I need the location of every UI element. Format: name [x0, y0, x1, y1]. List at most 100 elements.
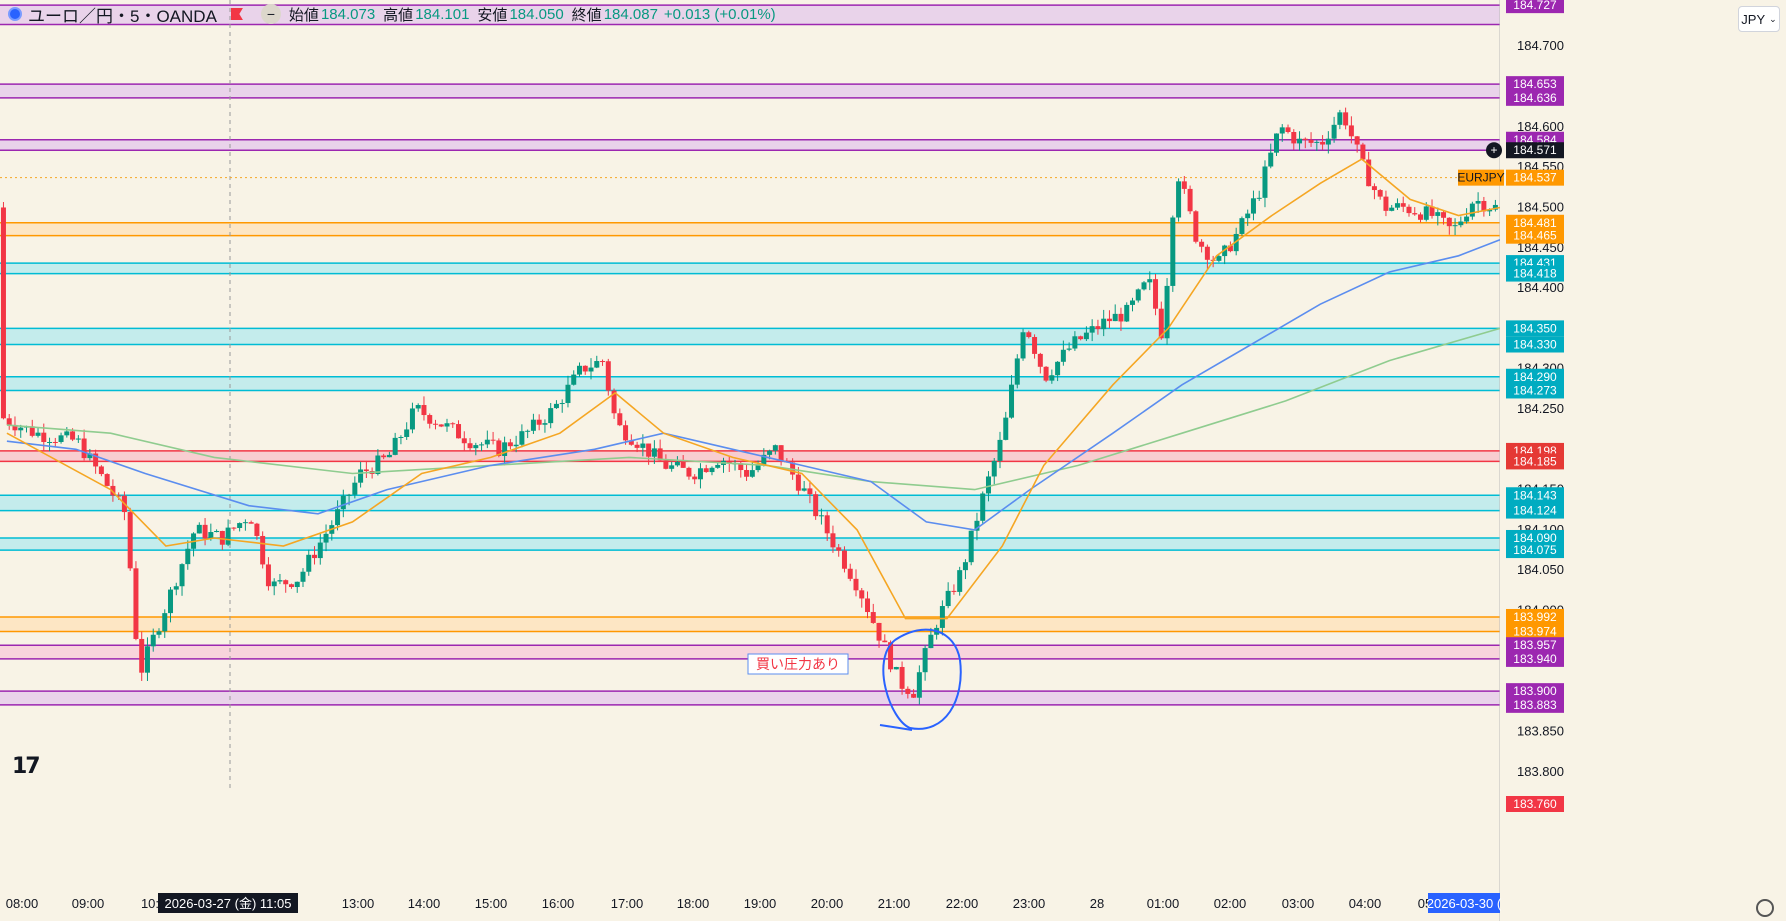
candle-body [1187, 188, 1193, 212]
candle-body [1297, 138, 1303, 144]
candle-body [911, 693, 917, 698]
zone-price-label: 184.290 [1513, 370, 1557, 384]
x-tick-label: 09:00 [72, 896, 105, 911]
candle-body [1170, 217, 1176, 286]
flag-icon[interactable] [230, 8, 243, 20]
currency-button[interactable]: JPY ⌄ [1738, 6, 1780, 32]
candle-body [271, 581, 277, 587]
candle-body [1032, 337, 1038, 354]
plus-icon[interactable]: + [1490, 143, 1497, 157]
gear-icon[interactable] [1756, 899, 1774, 917]
symbol-title[interactable]: ユーロ／円・5・OANDA [28, 6, 217, 26]
candle-body [1308, 139, 1314, 143]
zone-price-label: 183.992 [1513, 610, 1557, 624]
candle-body [801, 488, 807, 491]
zone-price-label-bg [1506, 89, 1564, 106]
y-tick-label: 184.050 [1517, 562, 1564, 577]
change-value: +0.013 (+0.01%) [663, 5, 776, 23]
zone-band [0, 5, 1500, 25]
zone-price-label-bg [1506, 696, 1564, 713]
candle-body [847, 568, 853, 579]
candle-body [542, 423, 548, 425]
candle-body [1366, 159, 1372, 187]
price-label-layer: 184.727184.653184.636184.584184.481184.4… [158, 0, 1564, 913]
candle-body [957, 570, 963, 592]
candle-body [755, 464, 761, 471]
candle-body [1320, 141, 1326, 145]
candle-body [1492, 204, 1498, 210]
y-tick-label: 184.600 [1517, 119, 1564, 134]
ma-mid-line [6, 238, 1501, 531]
candle-body [502, 442, 508, 456]
candle-body [962, 562, 968, 571]
current-price-label: 184.537 [1513, 171, 1557, 185]
candle-body [588, 367, 594, 372]
candle-body [306, 554, 312, 572]
candle-body [939, 606, 945, 628]
candle-body [945, 590, 951, 607]
candle-body [1158, 308, 1164, 339]
candle-body [432, 423, 438, 425]
candle-body [882, 640, 888, 643]
candle-body [519, 431, 525, 445]
candle-body [473, 445, 479, 449]
candle-body [571, 374, 577, 385]
tradingview-logo-icon[interactable]: 17 [12, 754, 41, 779]
candle-body [392, 437, 398, 455]
zone-price-label-bg [1506, 453, 1564, 470]
candle-body [1371, 186, 1377, 191]
candle-body [409, 408, 415, 430]
candle-body [1343, 112, 1349, 126]
y-tick-label: 184.500 [1517, 199, 1564, 214]
candle-body [553, 403, 559, 409]
candle-body [41, 432, 47, 443]
candle-body [841, 550, 847, 569]
candle-body [1383, 196, 1389, 211]
candle-body [709, 467, 715, 473]
candle-body [559, 403, 565, 405]
candle-body [323, 533, 329, 543]
zone-price-label: 184.330 [1513, 338, 1557, 352]
candle-body [202, 524, 208, 539]
candle-body [64, 431, 70, 436]
x-tick-label: 03:00 [1282, 896, 1315, 911]
candle-body [346, 494, 352, 496]
candle-body [513, 444, 519, 447]
candle-body [548, 408, 554, 424]
candle-body [352, 482, 358, 495]
candle-body [1129, 300, 1135, 305]
zone-price-label-bg [1506, 623, 1564, 640]
candle-body [58, 435, 64, 443]
candle-body [674, 461, 680, 466]
candle-body [1245, 213, 1251, 219]
candle-body [1406, 206, 1412, 214]
candle-body [1418, 214, 1424, 220]
zone-price-label-bg [1506, 683, 1564, 700]
low-label: 安値 [477, 6, 508, 24]
collapse-icon[interactable]: − [260, 4, 281, 24]
candle-body [663, 460, 669, 469]
candle-body [680, 461, 686, 468]
candle-body [974, 520, 980, 531]
candle-body [70, 431, 76, 440]
candle-body [93, 453, 99, 467]
candle-body [1256, 197, 1262, 199]
candle-body [358, 469, 364, 483]
candle-body [312, 554, 318, 559]
candle-body [277, 580, 283, 582]
ma-slow-line [6, 327, 1501, 491]
candle-body [104, 474, 110, 486]
candle-body [1066, 348, 1072, 350]
candle-body [12, 424, 18, 431]
candle-body [1348, 125, 1354, 137]
add-alert-icon[interactable] [1486, 142, 1502, 159]
candle-body [444, 423, 450, 427]
candle-body [415, 405, 421, 409]
candle-body [438, 424, 444, 427]
candle-body [1250, 198, 1256, 214]
candle-body [1181, 181, 1187, 189]
candle-body [404, 429, 410, 437]
candle-body [530, 419, 536, 431]
crosshair-date-bg [158, 893, 298, 913]
